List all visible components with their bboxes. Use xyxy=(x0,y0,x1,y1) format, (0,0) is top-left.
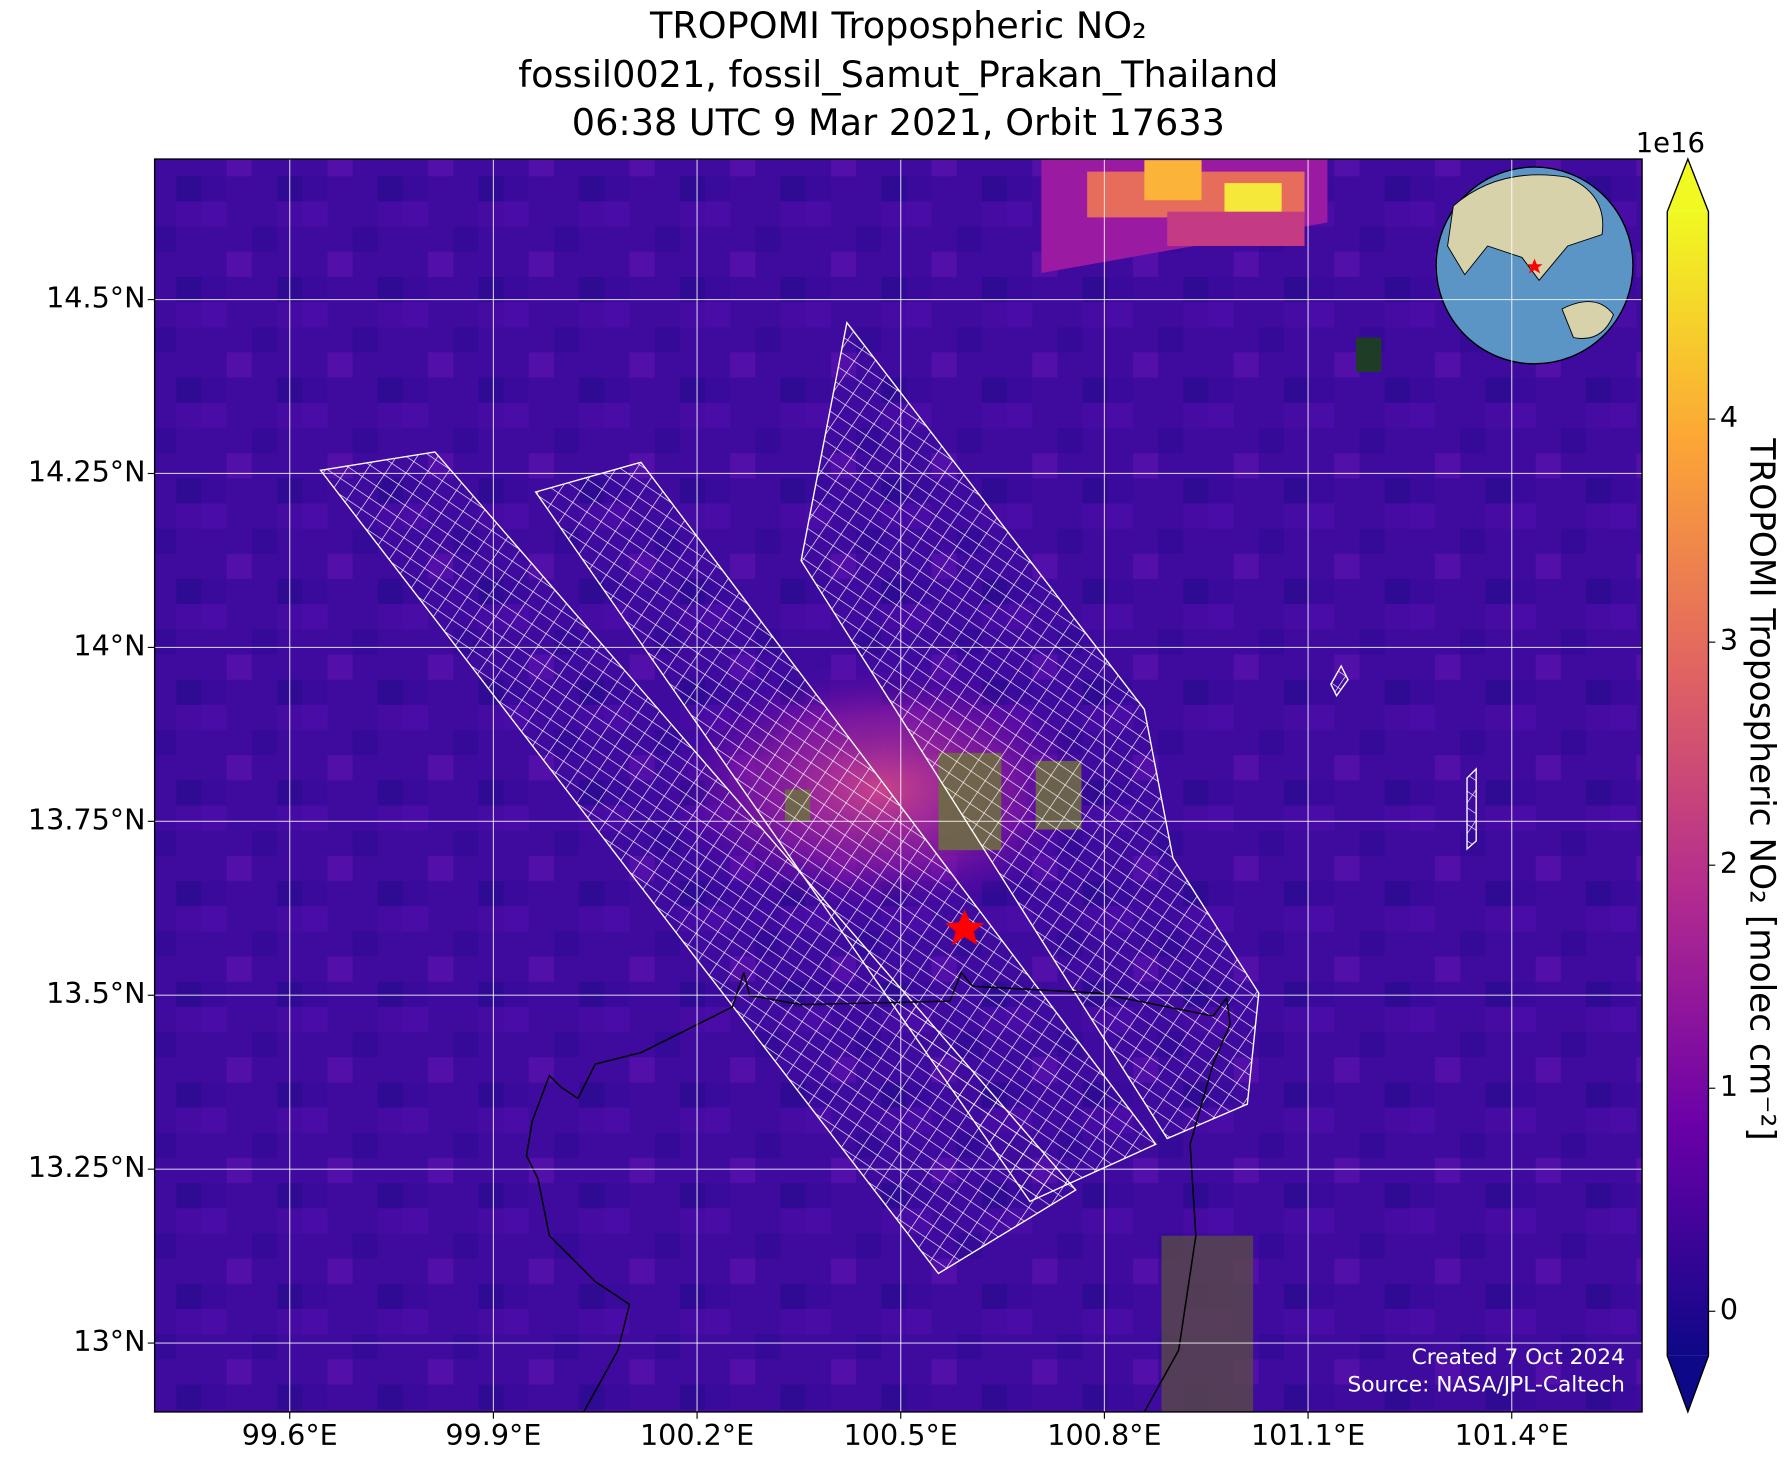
y-tick-label: 13.25°N xyxy=(28,1150,146,1184)
colorbar-tick-label: 3 xyxy=(1720,623,1738,657)
colorbar-extend-max xyxy=(1667,159,1709,212)
imagery xyxy=(1356,337,1382,372)
map: Created 7 Oct 2024 Source: NASA/JPL-Calt… xyxy=(154,159,1643,1412)
imagery xyxy=(1161,1235,1254,1412)
x-tick-label: 101.1°E xyxy=(1251,1418,1365,1452)
coastline xyxy=(525,971,1231,1412)
x-tick-label: 101.4°E xyxy=(1455,1418,1569,1452)
colorbar-extend-min xyxy=(1667,1355,1709,1412)
y-tick-label: 13.75°N xyxy=(28,802,146,836)
x-tick-label: 99.6°E xyxy=(242,1418,338,1452)
colorbar-tick-label: 2 xyxy=(1720,846,1738,880)
x-tick-label: 99.9°E xyxy=(445,1418,541,1452)
x-tick-label: 100.5°E xyxy=(844,1418,958,1452)
colorbar-offset: 1e16 xyxy=(1636,128,1705,159)
x-tick-label: 100.8°E xyxy=(1047,1418,1161,1452)
colorbar-label: TROPOMI Tropospheric NO₂ [molec cm⁻²] xyxy=(1741,437,1781,1140)
colorbar-tick-label: 4 xyxy=(1720,400,1738,434)
title-line: 06:38 UTC 9 Mar 2021, Orbit 17633 xyxy=(572,101,1225,144)
no2-hotspot xyxy=(1041,159,1328,273)
colorbar-tick-label: 0 xyxy=(1720,1292,1738,1326)
axes-frame xyxy=(153,158,1643,1413)
y-tick-label: 13°N xyxy=(73,1324,145,1358)
annotation: Source: NASA/JPL-Caltech xyxy=(1347,1373,1624,1398)
y-tick-label: 14.25°N xyxy=(28,454,146,488)
x-tick-label: 100.2°E xyxy=(640,1418,754,1452)
y-tick-label: 13.5°N xyxy=(46,976,145,1010)
colorbar xyxy=(1667,211,1709,1356)
title: TROPOMI Tropospheric NO₂ fossil0021, fos… xyxy=(518,4,1278,144)
colorbar-frame xyxy=(1666,157,1710,1414)
title-line: fossil0021, fossil_Samut_Prakan_Thailand xyxy=(518,53,1278,96)
globe-inset xyxy=(1435,166,1634,365)
colorbar-tick-label: 1 xyxy=(1720,1069,1738,1103)
y-tick-label: 14°N xyxy=(73,628,145,662)
title-line: TROPOMI Tropospheric NO₂ xyxy=(649,4,1147,47)
grid xyxy=(154,159,1643,1412)
y-tick-label: 14.5°N xyxy=(46,281,145,315)
annotation: Created 7 Oct 2024 xyxy=(1412,1345,1625,1370)
site-marker xyxy=(945,909,985,946)
